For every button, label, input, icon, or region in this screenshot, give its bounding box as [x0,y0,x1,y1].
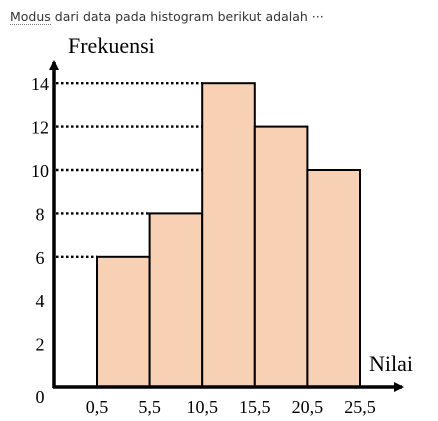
y-tick-label: 2 [36,335,45,355]
x-tick-label: 10,5 [186,397,218,417]
x-axis-label: Nilai [369,351,413,376]
x-tick-label: 25,5 [344,397,376,417]
x-tick-label: 5,5 [138,397,161,417]
x-tick-label: 15,5 [239,397,271,417]
histogram-bar [307,170,360,387]
y-tick-label: 10 [31,161,49,181]
y-axis-label: Frekuensi [68,33,155,58]
histogram-bar [97,257,150,387]
y-tick-label: 12 [31,118,49,138]
bars [97,83,360,387]
histogram-bar [150,213,203,387]
y-tick-label: 0 [36,387,45,407]
y-tick-label: 8 [36,204,45,224]
y-tick-label: 4 [36,291,45,311]
y-tick-label: 6 [36,248,45,268]
y-tick-labels: 0 2 4 6 8 10 12 14 [31,74,49,407]
x-tick-label: 0,5 [86,397,109,417]
y-tick-label: 14 [31,74,49,94]
histogram-bar [255,127,308,387]
histogram-bar [202,83,255,387]
x-tick-labels: 0,5 5,5 10,5 15,5 20,5 25,5 [86,397,376,417]
x-tick-label: 20,5 [292,397,324,417]
